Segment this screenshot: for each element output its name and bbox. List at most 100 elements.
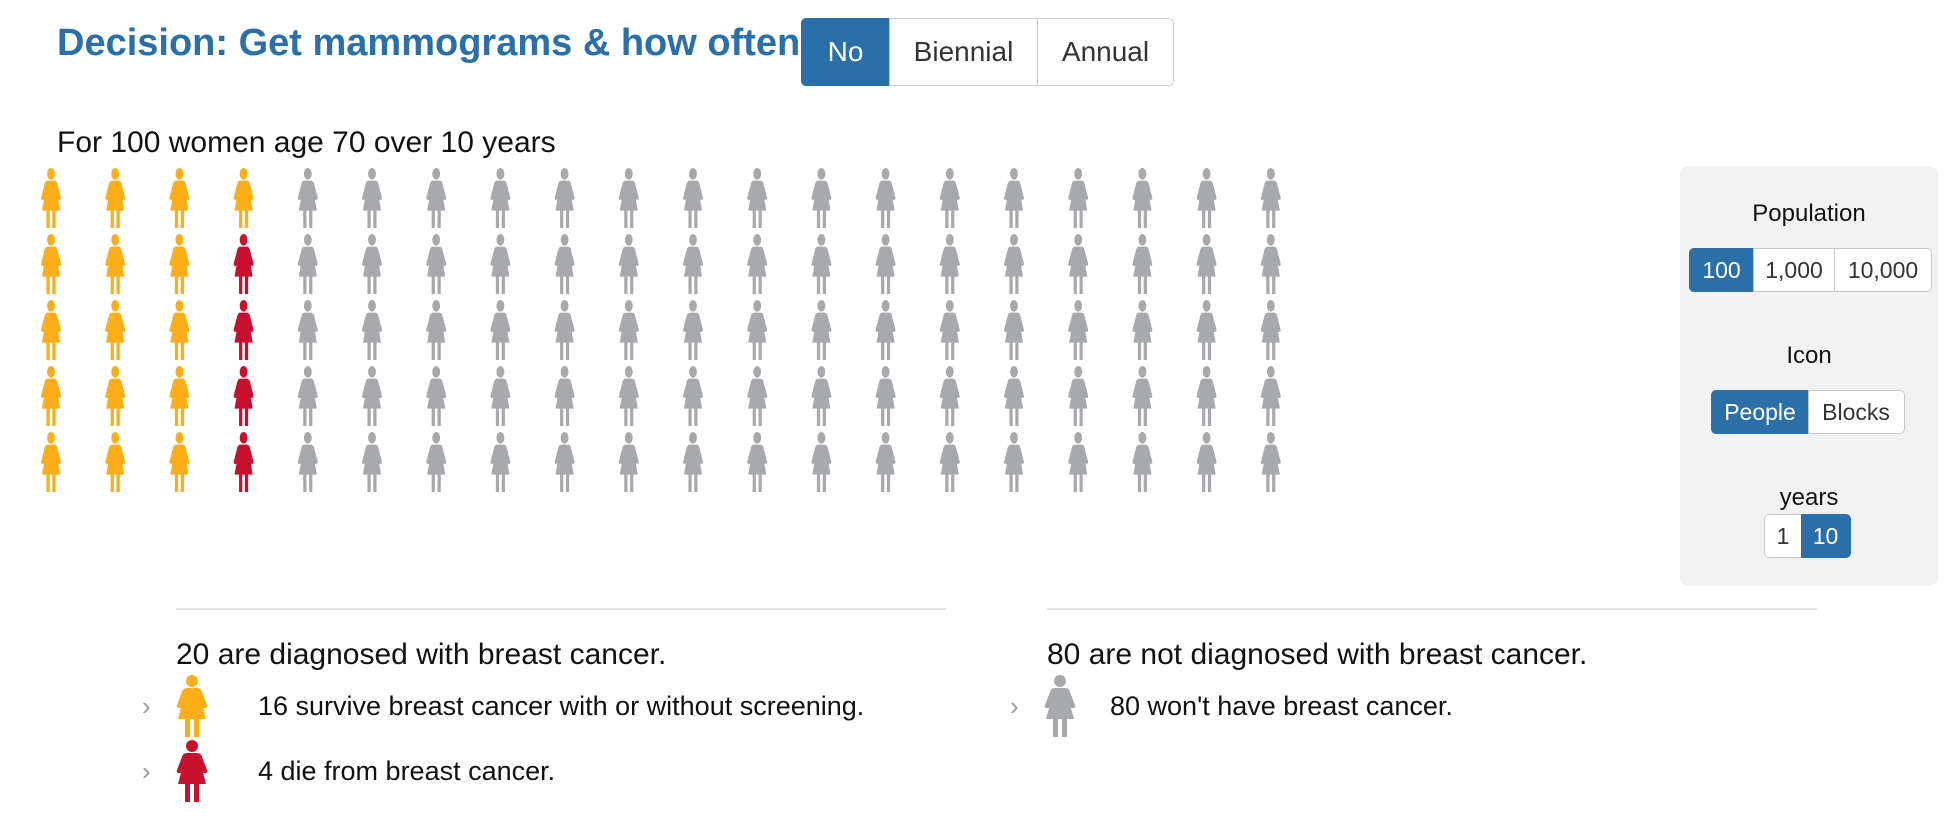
person-icon (362, 366, 382, 426)
person-icon (426, 366, 447, 426)
person-icon (683, 432, 703, 492)
person-icon (1260, 234, 1281, 294)
icon-blocks-button[interactable]: Blocks (1807, 390, 1905, 434)
person-red-icon (176, 740, 208, 802)
person-icon (297, 432, 318, 492)
population-toggle-group: 100 1,000 10,000 (1689, 248, 1932, 292)
years-label: years (1779, 484, 1839, 511)
person-icon (1196, 234, 1217, 294)
person-icon (875, 432, 896, 492)
person-icon (618, 234, 639, 294)
person-icon (1132, 234, 1153, 294)
person-icon (1068, 234, 1089, 294)
person-icon (939, 300, 960, 360)
person-icon (683, 366, 703, 426)
die-row[interactable]: › 4 die from breast cancer. (142, 740, 555, 802)
person-icon (618, 366, 639, 426)
person-icon (939, 168, 960, 228)
chevron-right-icon[interactable]: › (142, 755, 151, 786)
person-icon (683, 234, 703, 294)
person-icon (875, 366, 896, 426)
population-label: Population (1752, 200, 1866, 227)
options-panel: Population 100 1,000 10,000 Icon People … (1680, 166, 1938, 586)
chevron-right-icon[interactable]: › (142, 690, 151, 721)
person-icon (554, 168, 575, 228)
person-icon (747, 366, 768, 426)
survive-text: 16 survive breast cancer with or without… (258, 690, 865, 721)
population-100-button[interactable]: 100 (1689, 248, 1754, 292)
icon-people-button[interactable]: People (1711, 390, 1809, 434)
person-icon (683, 168, 703, 228)
person-icon (233, 300, 254, 360)
person-icon (1068, 366, 1089, 426)
person-icon (426, 300, 447, 360)
person-icon (747, 234, 768, 294)
person-icon (362, 432, 382, 492)
diagnosed-heading: 20 are diagnosed with breast cancer. (176, 638, 667, 671)
person-icon (169, 234, 190, 294)
person-icon (41, 234, 61, 294)
years-1-button[interactable]: 1 (1764, 514, 1802, 558)
person-icon (811, 432, 832, 492)
person-icon (1132, 168, 1153, 228)
person-icon (297, 234, 318, 294)
person-icon (1132, 366, 1153, 426)
person-icon (1260, 300, 1281, 360)
person-icon (297, 366, 318, 426)
not-diagnosed-divider (1047, 608, 1817, 610)
person-icon (362, 234, 382, 294)
person-icon (811, 168, 832, 228)
population-10000-button[interactable]: 10,000 (1834, 248, 1932, 292)
person-icon (105, 366, 126, 426)
person-icon (490, 168, 511, 228)
chevron-right-icon[interactable]: › (1010, 690, 1019, 721)
person-icon (169, 366, 190, 426)
person-icon (105, 432, 126, 492)
person-icon (169, 300, 190, 360)
person-icon (1004, 366, 1024, 426)
no-cancer-row[interactable]: › 80 won't have breast cancer. (1010, 675, 1453, 737)
person-icon (1068, 168, 1089, 228)
person-icon (426, 234, 447, 294)
grid-subtitle: For 100 women age 70 over 10 years (57, 126, 556, 159)
person-gray-icon (1044, 675, 1076, 737)
person-icon (554, 234, 575, 294)
person-icon (1196, 366, 1217, 426)
years-toggle-group: 1 10 (1764, 514, 1851, 558)
years-10-button[interactable]: 10 (1800, 514, 1851, 558)
person-icon (618, 432, 639, 492)
person-icon (747, 168, 768, 228)
person-icon (169, 432, 190, 492)
person-icon (875, 300, 896, 360)
person-icon (939, 432, 960, 492)
die-text: 4 die from breast cancer. (258, 755, 556, 786)
person-icon (1068, 432, 1089, 492)
decision-annual-button[interactable]: Annual (1037, 18, 1174, 86)
person-icon (1196, 300, 1217, 360)
icon-toggle-group: People Blocks (1711, 390, 1905, 434)
person-icon (1196, 168, 1217, 228)
icon-label: Icon (1786, 342, 1832, 369)
person-icon (490, 432, 511, 492)
person-icon (939, 366, 960, 426)
person-icon (297, 168, 318, 228)
person-icon (233, 168, 254, 228)
population-1000-button[interactable]: 1,000 (1752, 248, 1836, 292)
person-icon (169, 168, 190, 228)
person-icon (1196, 432, 1217, 492)
decision-toggle-group: No Biennial Annual (801, 18, 1174, 86)
person-icon (747, 432, 768, 492)
page-title: Decision: Get mammograms & how often? (57, 22, 824, 64)
person-icon (554, 432, 575, 492)
survive-row[interactable]: › 16 survive breast cancer with or witho… (142, 675, 864, 737)
person-icon (105, 168, 126, 228)
person-icon (362, 168, 382, 228)
person-icon (490, 366, 511, 426)
person-icon (1132, 300, 1153, 360)
person-icon (1260, 168, 1281, 228)
person-icon (41, 366, 61, 426)
decision-no-button[interactable]: No (801, 18, 890, 86)
person-icon (41, 432, 61, 492)
person-icon (811, 300, 832, 360)
person-icon (747, 300, 768, 360)
